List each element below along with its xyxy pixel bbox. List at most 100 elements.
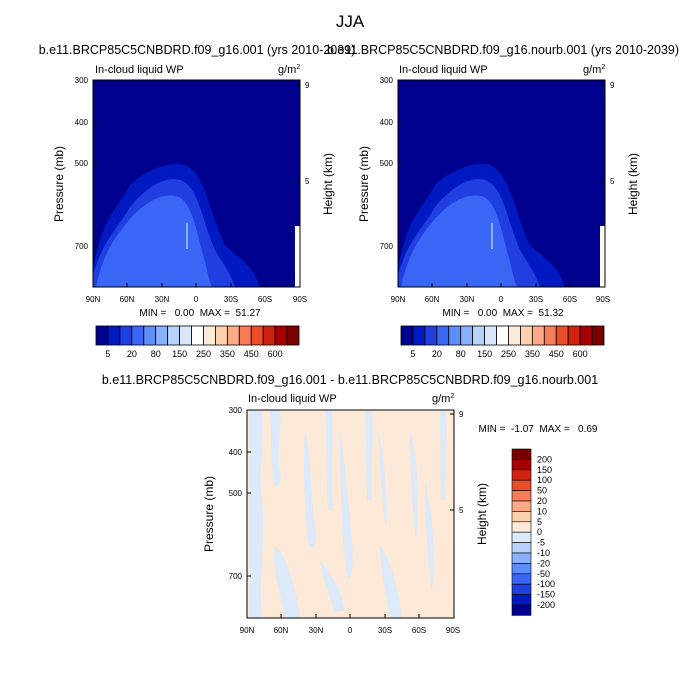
panel-2-colorbar-box — [400, 325, 414, 346]
panel-2-ytick-300: 300 — [380, 76, 394, 85]
panel-3-colorbar-box — [511, 469, 532, 481]
panel-1-ytick-500: 500 — [75, 159, 89, 168]
panel-1-colorbar-box — [95, 325, 109, 346]
panel-2-colorbar-label: 350 — [525, 349, 540, 359]
panel-2-colorbar-box — [543, 325, 557, 346]
panel-3-colorbar-box — [511, 531, 532, 543]
panel-3-colorbar-box — [511, 448, 532, 460]
panel-3-colorbar-box — [511, 459, 532, 471]
panel-2-colorbar-label: 450 — [549, 349, 564, 359]
panel-2-colorbar-label: 20 — [432, 349, 442, 359]
panel-1-xtick-60n: 60N — [120, 295, 135, 304]
panel-2-colorbar-box — [555, 325, 569, 346]
panel-2-colorbar-box — [508, 325, 521, 346]
panel-3-colorbar-box — [511, 594, 532, 606]
panel-1-colorbar-box — [226, 325, 240, 346]
panel-3-ytick-300: 300 — [229, 406, 243, 415]
panel-2-colorbar-box — [567, 325, 581, 346]
panel-3-xtick-30s: 30S — [378, 626, 392, 635]
panel-2-xtick-30s: 30S — [529, 295, 543, 304]
panel-2-colorbar-box — [436, 325, 450, 346]
panel-1-xtick-90n: 90N — [86, 295, 101, 304]
panel-1-field — [93, 80, 300, 287]
panel-2-colorbar-box — [520, 325, 533, 346]
panel-3-colorbar-label: 50 — [537, 486, 547, 496]
panel-2-xtick-90s: 90S — [596, 295, 610, 304]
panel-3-colorbar-box — [511, 573, 532, 585]
panel-3-colorbar-box — [511, 583, 532, 595]
panel-3-colorbar-box — [511, 552, 532, 564]
panel-3-xtick-90n: 90N — [240, 626, 255, 635]
panel-1-colorbar-label: 20 — [127, 349, 137, 359]
panel-2-colorbar-box — [472, 325, 485, 346]
panel-3-xtick-60s: 60S — [412, 626, 426, 635]
panel-1-colorbar-box — [107, 325, 121, 346]
panel-1-colorbar-box — [191, 325, 204, 346]
panel-2-xtick-0: 0 — [499, 295, 504, 304]
panel-1-variable-label: In-cloud liquid WP — [95, 64, 184, 76]
panel-3-xtick-30n: 30N — [309, 626, 324, 635]
panel-1-y2tick-9: 9 — [305, 81, 310, 90]
panel-3-stats: MIN = -1.07 MAX = 0.69 — [479, 424, 598, 435]
panel-1-y2label: Height (km) — [321, 153, 335, 215]
panel-2-xtick-30n: 30N — [460, 295, 475, 304]
panel-2-colorbar-box — [424, 325, 438, 346]
panel-3-field — [247, 410, 454, 618]
panel-1-units-label: g/m2 — [278, 64, 300, 76]
panel-3-ylabel: Pressure (mb) — [202, 476, 216, 552]
panel-3-variable-label: In-cloud liquid WP — [248, 393, 337, 405]
panel-1-colorbar-box — [203, 325, 216, 346]
panel-1-colorbar-label: 250 — [196, 349, 211, 359]
panel-3-colorbar-label: 150 — [537, 465, 552, 475]
panel-2-colorbar-box — [448, 325, 462, 346]
panel-3-ytick-400: 400 — [229, 448, 243, 457]
panel-1-ytick-700: 700 — [75, 242, 89, 251]
panel-1-xtick-60s: 60S — [258, 295, 272, 304]
panel-2-colorbar-box — [412, 325, 426, 346]
panel-3-ticks — [247, 409, 454, 618]
panel-2-units-label: g/m2 — [583, 64, 605, 76]
panel-3-xtick-60n: 60N — [274, 626, 289, 635]
panel-1-colorbar-box — [262, 325, 276, 346]
panel-1-colorbar-label: 80 — [151, 349, 161, 359]
panel-3-xtick-0: 0 — [348, 626, 353, 635]
panel-1-stats: MIN = 0.00 MAX = 51.27 — [139, 308, 261, 319]
panel-3-y2tick-9: 9 — [459, 410, 464, 419]
panel-3-ytick-700: 700 — [229, 572, 243, 581]
panel-3-colorbar-box — [511, 521, 532, 533]
panel-2-colorbar-label: 5 — [410, 349, 415, 359]
panel-1-ylabel: Pressure (mb) — [52, 146, 66, 222]
panel-2-y2tick-9: 9 — [610, 81, 615, 90]
panel-2-colorbar-label: 600 — [573, 349, 588, 359]
panel-1-colorbar-box — [215, 325, 228, 346]
panel-2-colorbar: 5 20 80 150 250 350 450 600 — [400, 325, 605, 359]
panel-3-colorbar-label: 20 — [537, 496, 547, 506]
panel-1-colorbar-label: 350 — [220, 349, 235, 359]
panel-1-colorbar-box — [143, 325, 157, 346]
panel-3-colorbar-box — [511, 500, 532, 512]
panel-2-colorbar-box — [460, 325, 474, 346]
panel-3-colorbar-label: -50 — [537, 569, 550, 579]
panel-1-xtick-0: 0 — [194, 295, 199, 304]
panel-1-xtick-30s: 30S — [224, 295, 238, 304]
panel-3-colorbar-label: -20 — [537, 558, 550, 568]
panel-3-y2tick-5: 5 — [459, 506, 464, 515]
panel-1-colorbar-label: 5 — [105, 349, 110, 359]
panel-2-y2tick-5: 5 — [610, 177, 615, 186]
panel-1-colorbar: 5 20 80 150 250 350 450 600 — [95, 325, 300, 359]
panel-3-colorbar-label: 0 — [537, 527, 542, 537]
panel-1-colorbar-box — [167, 325, 180, 346]
panel-2: b.e11.BRCP85C5CNBDRD.f09_g16.nourb.001 (… — [327, 43, 679, 359]
panel-2-variable-label: In-cloud liquid WP — [399, 64, 488, 76]
panel-1-xtick-90s: 90S — [293, 295, 307, 304]
panel-2-xtick-60s: 60S — [563, 295, 577, 304]
panel-3-colorbar-box — [511, 604, 532, 616]
panel-3-colorbar-label: 10 — [537, 506, 547, 516]
panel-2-colorbar-box — [591, 325, 605, 346]
panel-3-xtick-90s: 90S — [446, 626, 460, 635]
panel-2-ytick-700: 700 — [380, 242, 394, 251]
panel-2-colorbar-label: 250 — [501, 349, 516, 359]
panel-1-colorbar-label: 600 — [268, 349, 283, 359]
panel-1-colorbar-box — [250, 325, 264, 346]
